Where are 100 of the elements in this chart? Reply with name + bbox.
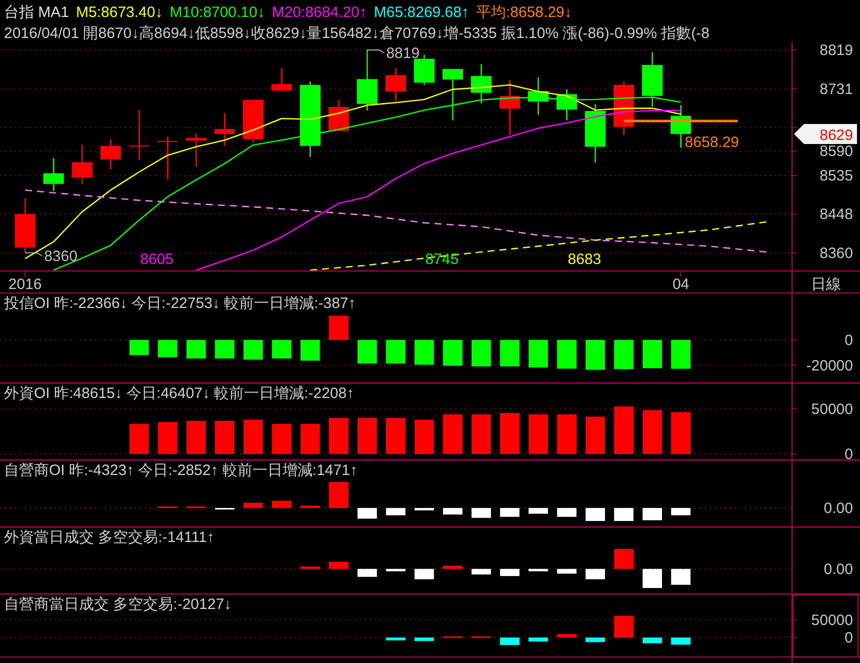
- bar: [243, 420, 263, 454]
- y-tick-label: 50000: [811, 400, 853, 418]
- bar: [472, 414, 491, 454]
- x-axis-title: 日線: [811, 276, 841, 293]
- bar: [272, 424, 292, 454]
- y-tick-label: 8590: [820, 143, 853, 160]
- candlestick: [128, 109, 150, 161]
- bar: [671, 412, 691, 454]
- bar: [586, 568, 605, 580]
- candlestick: [328, 99, 349, 132]
- y-tick-label: 0: [844, 332, 853, 349]
- text: 8629: [820, 126, 853, 144]
- bar: [642, 410, 662, 454]
- bar: [642, 508, 662, 520]
- bar: [614, 616, 634, 638]
- bar: [500, 568, 520, 576]
- bar: [528, 414, 548, 454]
- bar: [472, 508, 491, 518]
- chart-title: 投信OI 昨:-22366↓ 今日:-22753↓ 較前一日增減:-387↑: [3, 295, 356, 312]
- bar: [329, 562, 348, 569]
- text: 0.00: [824, 500, 853, 517]
- text: 0.00: [824, 560, 853, 578]
- bar: [472, 568, 491, 574]
- chart-title: 自營商OI 昨:-4323↑ 今日:-2852↑ 較前一日增減:1471↑: [4, 462, 358, 479]
- candlestick: [442, 68, 463, 121]
- bar: [557, 414, 576, 454]
- text: M5:8673.40↓: [76, 4, 163, 21]
- bar: [443, 566, 462, 569]
- candlestick: [186, 132, 206, 168]
- annotation: 8658.29: [684, 134, 740, 152]
- candlestick: [157, 136, 178, 180]
- y-tick-label: 8535: [820, 168, 853, 185]
- bar: [386, 418, 406, 454]
- bar: [386, 568, 406, 572]
- y-tick-label: 8731: [820, 80, 853, 98]
- bar: [671, 568, 691, 585]
- bar: [358, 568, 377, 577]
- text: M10:8700.10↓: [170, 4, 265, 21]
- bar: [500, 413, 520, 454]
- bar: [386, 638, 406, 640]
- bar: [386, 508, 406, 516]
- candlestick: [100, 138, 121, 170]
- bar: [414, 568, 434, 580]
- bar: [614, 508, 634, 521]
- bar: [329, 418, 348, 454]
- bar: [528, 638, 548, 642]
- chart-subtitle: 2016/04/01 開8670↓高8694↓低8598↓收8629↓量156482↓倉70769↓增-5335 振1.10% 漲(-86)-0.99% 指數(-8: [4, 25, 710, 42]
- bar: [557, 508, 576, 517]
- bar: [500, 508, 520, 517]
- chart-title: 外資OI 昨:48615↓ 今日:46407↓ 較前一日增減:-2208↑: [4, 385, 354, 402]
- chart-title: 自營商當日成交 多空交易:-20127↓: [4, 596, 232, 613]
- bar: [557, 568, 576, 574]
- bar: [186, 420, 206, 454]
- annotation: 8605: [140, 251, 174, 268]
- bar: [586, 416, 605, 454]
- bar: [129, 424, 149, 454]
- bar: [272, 500, 292, 508]
- candlestick: [470, 63, 492, 104]
- bar: [614, 406, 634, 454]
- bar: [158, 422, 178, 454]
- annotation: 8683: [568, 251, 602, 268]
- bar: [586, 638, 605, 642]
- bar: [300, 424, 320, 454]
- bar: [586, 508, 605, 521]
- y-tick-label: 0: [844, 446, 853, 463]
- candlestick: [43, 158, 64, 192]
- candlestick: [271, 67, 292, 92]
- bar: [500, 638, 520, 645]
- annotation: 8819: [386, 44, 420, 62]
- candlestick: [214, 112, 235, 147]
- bar: [414, 420, 434, 454]
- bar: [243, 502, 263, 508]
- bar: [214, 420, 234, 454]
- bar: [329, 482, 348, 508]
- bar: [642, 568, 662, 588]
- bar: [528, 508, 548, 514]
- bar: [443, 414, 462, 454]
- chart-title: 外資當日成交 多空交易:-14111↑: [4, 529, 214, 546]
- bar: [528, 568, 548, 572]
- candlestick: [385, 67, 406, 102]
- y-tick-label: 50000: [811, 612, 853, 629]
- y-tick-label: 8819: [820, 42, 853, 59]
- candlestick: [72, 144, 92, 185]
- bar: [671, 638, 691, 645]
- bar: [557, 634, 576, 638]
- y-tick-label: 8448: [820, 206, 853, 223]
- bar: [614, 549, 634, 569]
- legend-label: M65:8269.68↑: [374, 4, 469, 21]
- bar: [642, 638, 662, 644]
- bar: [358, 418, 377, 454]
- y-tick-label: -20000: [806, 357, 853, 374]
- bar: [443, 508, 462, 514]
- text: 平均:8658.29↓: [476, 4, 572, 21]
- annotation: 8745: [425, 251, 459, 268]
- candlestick: [499, 79, 520, 136]
- chart-title: 台指 MA1: [4, 4, 70, 21]
- x-tick-label: 2016: [8, 276, 42, 293]
- text: M20:8684.20↑: [272, 4, 367, 21]
- annotation: 8360: [44, 248, 78, 265]
- x-tick-label: 04: [672, 276, 690, 293]
